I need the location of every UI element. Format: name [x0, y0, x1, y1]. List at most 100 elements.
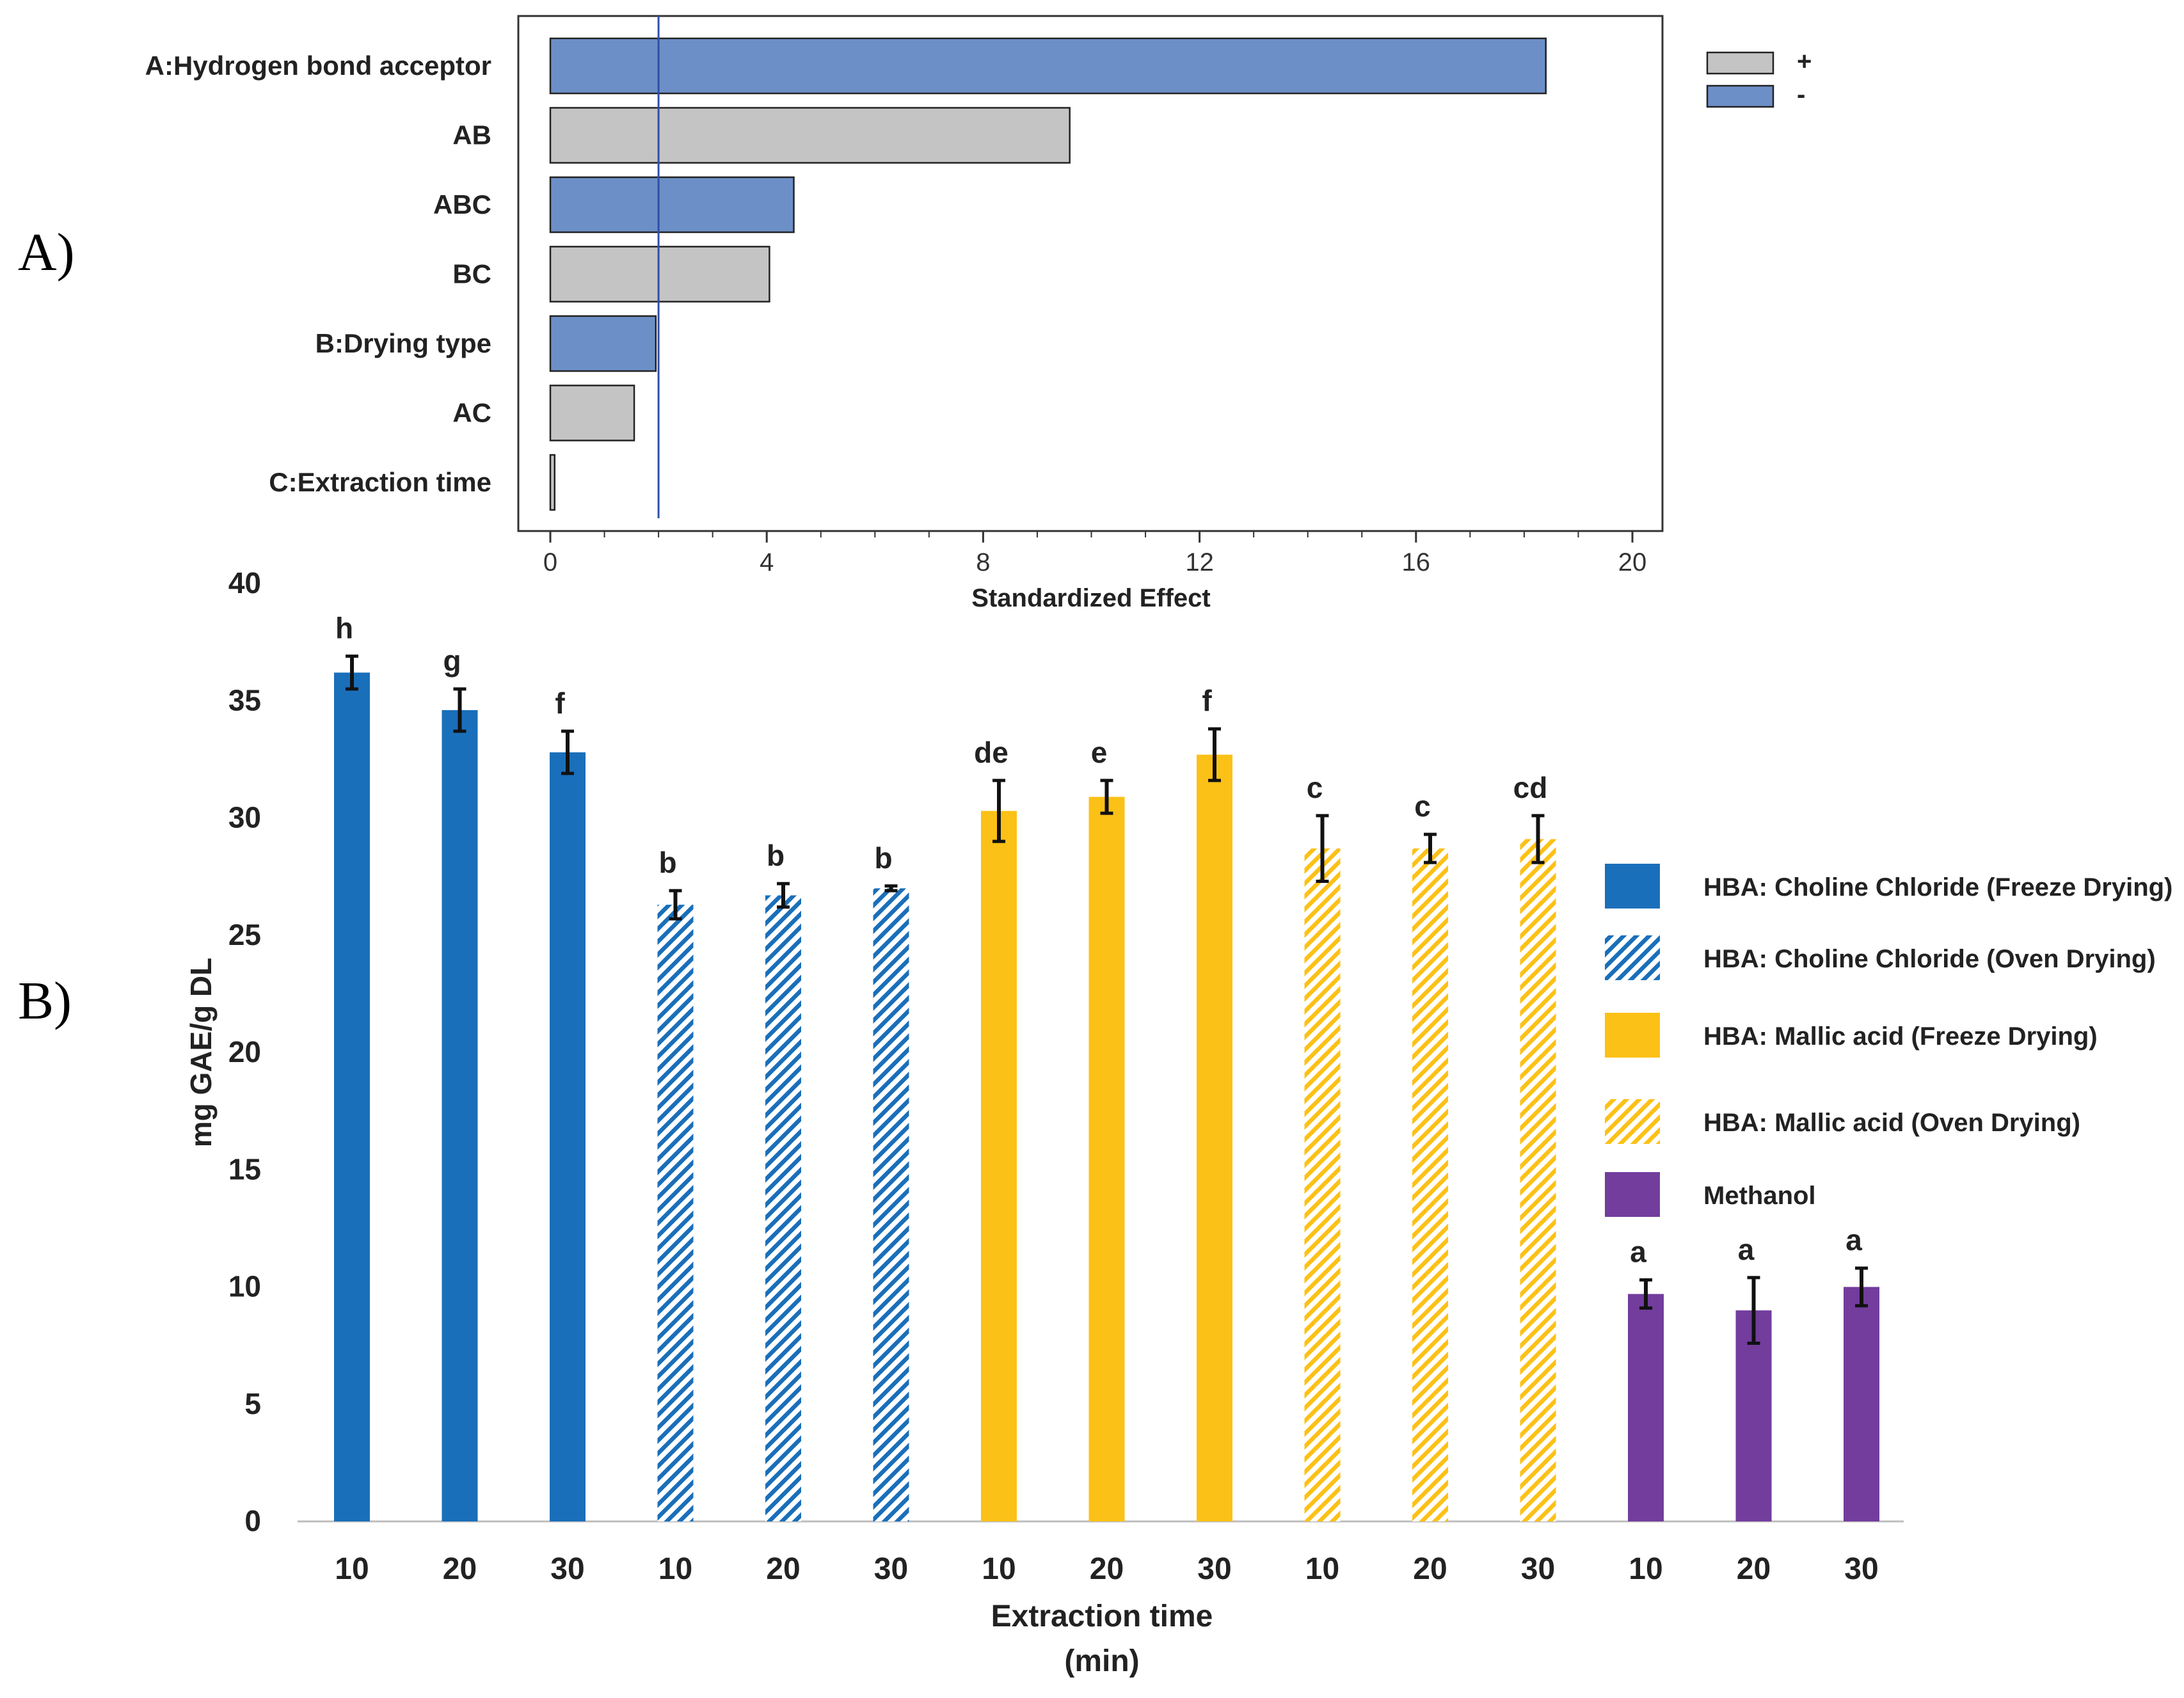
pareto-chart: A:Hydrogen bond acceptor AB ABC BC B:Drying …: [145, 15, 1812, 612]
pareto-x-tick-label: 12: [1185, 548, 1214, 576]
significance-letter: a: [1845, 1223, 1862, 1257]
bar-chart-y-tick-label: 5: [244, 1387, 261, 1420]
bar-chart-x-tick-label: 10: [335, 1552, 369, 1586]
pareto-bar: [549, 37, 1547, 95]
bar-chart: 0 5 10 15 20 25 30 35 40 h g f b b b de e f c c cd a a a 10 20 3…: [184, 566, 2172, 1678]
bar-chart-legend-label: HBA: Mallic acid (Freeze Drying): [1703, 1022, 2098, 1051]
pareto-bar: [549, 107, 1071, 164]
pareto-legend-label: +: [1797, 47, 1812, 75]
pareto-category-label: AB: [452, 120, 491, 150]
bar-chart-legend: HBA: Choline Chloride (Freeze Drying) HBA…: [1605, 864, 2172, 1217]
bar-chart-y-tick-label: 40: [228, 566, 261, 599]
pareto-x-tick-label: 20: [1618, 548, 1647, 576]
pareto-x-tick-label: 16: [1402, 548, 1431, 576]
bar-chart-legend-swatch: [1605, 1013, 1660, 1058]
data-bar: [765, 895, 801, 1521]
bar-chart-legend-swatch: [1605, 864, 1660, 909]
bar-chart-x-tick-label: 20: [1737, 1552, 1771, 1586]
pareto-legend-label: -: [1797, 81, 1805, 109]
significance-letter: g: [443, 644, 461, 678]
bar-chart-y-tick-label: 30: [228, 801, 261, 834]
significance-letter: b: [874, 841, 892, 875]
bar-chart-legend-swatch: [1605, 1099, 1660, 1144]
bar-chart-x-tick-label: 30: [550, 1552, 584, 1586]
bar-chart-y-tick-label: 0: [244, 1504, 261, 1537]
pareto-legend: +-: [1706, 47, 1812, 109]
significance-letter: b: [658, 846, 676, 879]
data-bar: [1520, 839, 1556, 1521]
pareto-x-axis-label: Standardized Effect: [971, 584, 1210, 612]
pareto-x-tick-label: 4: [760, 548, 774, 576]
significance-letter: c: [1307, 771, 1323, 804]
bar-chart-legend-label: Methanol: [1703, 1182, 1816, 1210]
significance-letter: a: [1738, 1233, 1755, 1266]
pareto-category-label: A:Hydrogen bond acceptor: [145, 51, 491, 81]
data-bar: [657, 905, 694, 1521]
pareto-category-label: B:Drying type: [315, 328, 491, 358]
bar-chart-x-tick-label: 10: [982, 1552, 1016, 1586]
bar-chart-x-tick-label: 30: [874, 1552, 908, 1586]
significance-letter: h: [335, 612, 353, 645]
pareto-bar: [549, 315, 657, 372]
bar-chart-y-tick-label: 25: [228, 918, 261, 951]
data-bar: [873, 888, 909, 1521]
data-bar: [334, 672, 370, 1521]
data-bar: [442, 710, 478, 1521]
bar-chart-legend-label: HBA: Choline Chloride (Oven Drying): [1703, 945, 2156, 973]
significance-letter: f: [555, 686, 565, 720]
bar-chart-legend-swatch: [1605, 935, 1660, 980]
bar-chart-x-tick-label: 10: [1629, 1552, 1662, 1586]
bar-chart-x-tick-label: 20: [1090, 1552, 1124, 1586]
bar-chart-legend-label: HBA: Mallic acid (Oven Drying): [1703, 1109, 2080, 1137]
data-bar: [550, 752, 586, 1521]
bar-chart-y-tick-label: 10: [228, 1270, 261, 1303]
pareto-bar: [549, 176, 795, 234]
pareto-bar: [549, 454, 556, 511]
bar-chart-y-tick-label: 20: [228, 1035, 261, 1068]
significance-letter: de: [974, 736, 1008, 769]
pareto-x-tick-label: 8: [976, 548, 990, 576]
panel-label-a: A): [18, 223, 75, 282]
significance-letter: a: [1630, 1235, 1646, 1269]
significance-letter: c: [1414, 789, 1431, 823]
bar-chart-y-tick-label: 35: [228, 683, 261, 717]
pareto-legend-swatch: [1706, 84, 1774, 108]
data-bar: [1304, 848, 1341, 1521]
data-bar: [1088, 797, 1125, 1521]
data-bar: [981, 811, 1017, 1521]
bar-chart-x-axis-label: Extraction time: [991, 1599, 1213, 1633]
pareto-category-label: BC: [452, 259, 491, 289]
bar-chart-x-tick-label: 30: [1844, 1552, 1878, 1586]
pareto-x-tick-label: 0: [543, 548, 557, 576]
significance-letter: b: [767, 839, 785, 872]
pareto-category-label: C:Extraction time: [269, 467, 491, 497]
pareto-legend-swatch: [1706, 51, 1774, 75]
significance-letter: e: [1091, 736, 1108, 769]
data-bar: [1628, 1294, 1664, 1521]
pareto-bar: [549, 246, 770, 303]
bar-chart-y-axis-label: mg GAE/g DL: [184, 958, 218, 1147]
pareto-category-label: ABC: [433, 189, 491, 219]
bar-chart-x-tick-label: 30: [1521, 1552, 1555, 1586]
bar-chart-x-tick-label: 10: [1305, 1552, 1339, 1586]
significance-letter: f: [1202, 684, 1212, 717]
data-bar: [1735, 1310, 1772, 1521]
bar-chart-x-tick-label: 30: [1197, 1552, 1231, 1586]
data-bar: [1844, 1287, 1879, 1521]
bar-chart-x-tick-label: 20: [443, 1552, 477, 1586]
bar-chart-legend-swatch: [1605, 1172, 1660, 1217]
panel-label-b: B): [18, 971, 72, 1031]
data-bar: [1197, 754, 1232, 1521]
pareto-category-label: AC: [452, 398, 491, 428]
bar-chart-x-axis-unit: (min): [1064, 1644, 1139, 1678]
bar-chart-legend-label: HBA: Choline Chloride (Freeze Drying): [1703, 873, 2172, 901]
pareto-plot-frame: [517, 15, 1664, 532]
bar-chart-x-tick-label: 20: [766, 1552, 800, 1586]
data-bar: [1412, 848, 1448, 1521]
bar-chart-x-tick-label: 20: [1413, 1552, 1447, 1586]
bar-chart-x-tick-label: 10: [658, 1552, 692, 1586]
pareto-bar: [549, 385, 635, 441]
significance-letter: cd: [1513, 771, 1548, 804]
bar-chart-y-tick-label: 15: [228, 1152, 261, 1186]
